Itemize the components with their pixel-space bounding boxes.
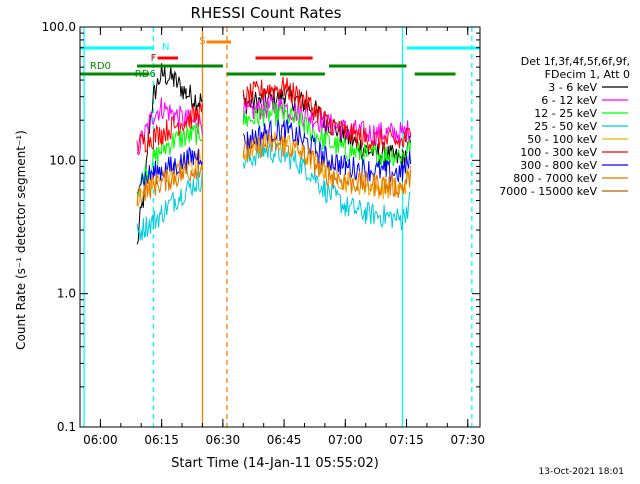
plot-area: NF S RD0 RD6 (80, 27, 480, 427)
legend-label: 25 - 50 keV (534, 120, 597, 133)
flag-label: F (151, 53, 157, 64)
x-tick-label: 06:00 (83, 433, 118, 447)
x-tick-label: 06:30 (206, 433, 241, 447)
legend: Det 1f,3f,4f,5f,6f,9f,FDecim 1, Att 03 -… (499, 55, 630, 198)
legend-label: 50 - 100 keV (527, 133, 597, 146)
flag-label: S (199, 36, 205, 47)
y-tick-label: 100.0 (42, 20, 76, 34)
y-axis-label: Count Rate (s⁻¹ detector segment⁻¹) (14, 130, 28, 350)
x-tick-label: 07:15 (389, 433, 424, 447)
x-tick-label: 07:00 (328, 433, 363, 447)
data-series (136, 140, 411, 241)
x-tick-label: 06:15 (144, 433, 179, 447)
legend-label: 3 - 6 keV (548, 81, 597, 94)
plot-frame (79, 26, 481, 428)
data-series (136, 76, 412, 154)
y-tick-label: 10.0 (49, 153, 76, 167)
legend-header: Det 1f,3f,4f,5f,6f,9f, (521, 55, 630, 68)
footer-date: 13-Oct-2021 18:01 (539, 467, 624, 477)
flag-label: N (162, 42, 169, 53)
data-series (136, 102, 412, 198)
x-axis-label: Start Time (14-Jan-11 05:55:02) (171, 456, 379, 471)
legend-header: FDecim 1, Att 0 (545, 68, 630, 81)
y-tick-label: 1.0 (57, 287, 76, 301)
legend-label: 6 - 12 keV (541, 94, 597, 107)
y-tick-label: 0.1 (57, 420, 76, 434)
legend-label: 7000 - 15000 keV (499, 185, 597, 198)
legend-label: 300 - 800 keV (520, 159, 597, 172)
x-tick-label: 06:45 (267, 433, 302, 447)
flag-label: RD6 (135, 69, 156, 80)
axes: 0.1 1.0 10.0 100.0 06:00 06:15 06:30 06:45 07:00… (42, 20, 485, 447)
x-tick-label: 07:30 (450, 433, 485, 447)
legend-label: 100 - 300 keV (520, 146, 597, 159)
flag-label: RD0 (90, 61, 111, 72)
legend-label: 12 - 25 keV (534, 107, 597, 120)
legend-label: 800 - 7000 keV (513, 172, 597, 185)
chart-title: RHESSI Count Rates (191, 4, 342, 22)
data-series (136, 133, 412, 207)
